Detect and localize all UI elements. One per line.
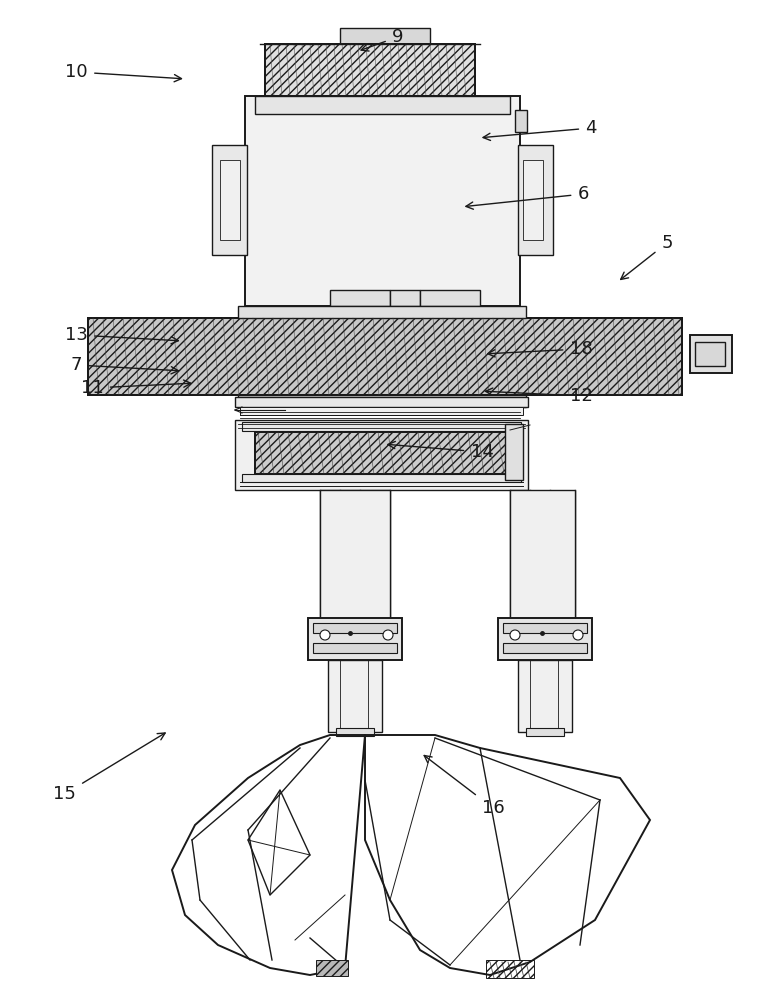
Bar <box>242 474 521 482</box>
Bar <box>255 432 508 474</box>
Bar <box>486 960 534 978</box>
Bar <box>515 110 527 132</box>
Text: 4: 4 <box>483 119 597 140</box>
Bar <box>212 145 247 255</box>
Bar <box>510 490 575 622</box>
Bar <box>265 44 475 96</box>
Ellipse shape <box>452 170 512 255</box>
Circle shape <box>573 630 583 640</box>
Text: 14: 14 <box>388 441 494 461</box>
Bar <box>523 160 543 240</box>
Bar <box>690 335 732 373</box>
Bar <box>328 660 382 732</box>
Bar <box>503 643 587 653</box>
Bar <box>505 424 523 480</box>
Text: 11: 11 <box>80 379 191 397</box>
Text: 5: 5 <box>621 234 672 279</box>
Bar <box>503 623 587 633</box>
Text: 6: 6 <box>466 185 589 209</box>
Bar <box>390 290 420 312</box>
Bar <box>255 96 510 114</box>
Ellipse shape <box>328 170 388 255</box>
Bar <box>420 290 480 312</box>
Text: 15: 15 <box>53 733 165 803</box>
Bar <box>255 432 508 474</box>
Bar <box>238 395 526 407</box>
Text: 16: 16 <box>424 755 505 817</box>
Bar <box>518 145 553 255</box>
Text: 9: 9 <box>361 28 403 51</box>
Bar <box>340 28 430 44</box>
Bar <box>695 342 725 366</box>
Bar <box>313 623 397 633</box>
Bar <box>330 290 390 312</box>
Circle shape <box>510 630 520 640</box>
Text: 10: 10 <box>65 63 182 82</box>
Bar <box>235 420 528 490</box>
Text: 18: 18 <box>488 340 593 358</box>
Bar <box>320 490 390 622</box>
Bar <box>255 306 510 320</box>
Bar <box>518 660 572 732</box>
Bar <box>316 960 348 976</box>
Ellipse shape <box>313 153 403 273</box>
Bar <box>526 728 564 736</box>
Circle shape <box>383 630 393 640</box>
Bar <box>265 44 475 96</box>
Bar <box>498 618 592 660</box>
Bar <box>313 643 397 653</box>
Bar <box>88 318 682 395</box>
Ellipse shape <box>437 153 527 273</box>
Text: 7: 7 <box>71 356 179 374</box>
Bar <box>235 397 528 407</box>
Text: 12: 12 <box>485 387 593 405</box>
Bar <box>308 618 402 660</box>
Bar <box>238 306 526 318</box>
Bar <box>220 160 240 240</box>
Bar <box>336 728 374 736</box>
Bar <box>242 422 521 431</box>
Text: 13: 13 <box>65 326 179 344</box>
Bar <box>240 407 523 415</box>
Circle shape <box>320 630 330 640</box>
Bar <box>245 96 520 306</box>
Bar <box>88 318 682 395</box>
